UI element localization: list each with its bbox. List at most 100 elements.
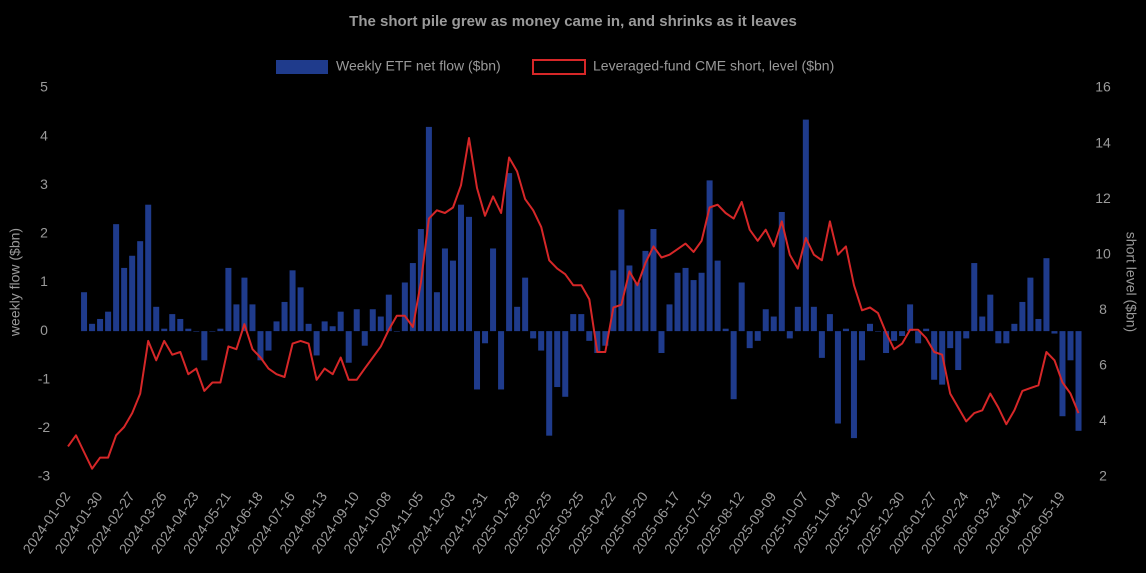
- y-tick-label: 0: [40, 322, 48, 338]
- bar: [105, 311, 112, 332]
- y2-tick-label: 2: [1099, 468, 1107, 484]
- bar: [770, 316, 777, 332]
- bar: [121, 267, 128, 332]
- bar: [449, 260, 456, 332]
- bar: [401, 282, 408, 332]
- bar: [810, 306, 817, 332]
- y2-tick-label: 8: [1099, 301, 1107, 317]
- bar: [361, 331, 368, 346]
- bar: [273, 321, 280, 332]
- bar: [570, 314, 577, 332]
- bar: [955, 331, 962, 371]
- bar: [891, 331, 898, 341]
- bar: [786, 331, 793, 339]
- bar: [169, 314, 176, 332]
- bar: [987, 294, 994, 332]
- bar: [177, 318, 184, 332]
- bar: [634, 282, 641, 332]
- bar: [586, 331, 593, 341]
- bar: [1051, 331, 1058, 334]
- bar: [883, 331, 890, 354]
- bar: [289, 270, 296, 332]
- bar: [490, 248, 497, 332]
- bar: [915, 331, 922, 344]
- bar: [313, 331, 320, 356]
- bar: [594, 331, 601, 354]
- bar: [602, 331, 609, 346]
- bar: [353, 309, 360, 332]
- bar: [995, 331, 1002, 344]
- y-tick-label: 3: [40, 176, 48, 192]
- bar: [393, 331, 400, 332]
- line: [67, 137, 1080, 470]
- bar: [113, 224, 120, 332]
- bar: [506, 173, 513, 332]
- bar: [337, 311, 344, 332]
- bar: [145, 204, 152, 332]
- bar: [457, 204, 464, 332]
- bar: [690, 280, 697, 332]
- bar: [947, 331, 954, 349]
- bar: [746, 331, 753, 349]
- bar: [265, 331, 272, 351]
- bar: [826, 314, 833, 332]
- bar: [1067, 331, 1074, 361]
- bar: [530, 331, 537, 339]
- bar: [129, 255, 136, 332]
- bar: [281, 301, 288, 332]
- y-tick-label: 2: [40, 225, 48, 241]
- y-tick-label: -2: [38, 419, 51, 435]
- bar: [722, 328, 729, 332]
- bar: [369, 309, 376, 332]
- bar: [514, 306, 521, 332]
- y2-tick-label: 14: [1095, 134, 1111, 150]
- bar: [305, 323, 312, 332]
- bar: [161, 328, 168, 332]
- bar: [818, 331, 825, 358]
- bar: [762, 309, 769, 332]
- y2-tick-label: 12: [1095, 190, 1111, 206]
- bar: [321, 321, 328, 332]
- chart-title: The short pile grew as money came in, an…: [349, 13, 797, 30]
- bar: [963, 331, 970, 339]
- bar: [137, 241, 144, 332]
- bar: [842, 328, 849, 332]
- y2-axis-title: short level ($bn): [1123, 232, 1139, 332]
- bar: [377, 316, 384, 332]
- bar: [650, 229, 657, 332]
- bar: [441, 248, 448, 332]
- bar: [1003, 331, 1010, 344]
- bar: [971, 263, 978, 332]
- bar: [1019, 301, 1026, 332]
- bar: [979, 316, 986, 332]
- bar: [193, 331, 200, 332]
- bar: [931, 331, 938, 380]
- bar: [778, 211, 785, 332]
- bar: [867, 323, 873, 332]
- bar: [626, 265, 633, 332]
- bar: [754, 331, 761, 341]
- bar: [618, 209, 625, 332]
- bar: [610, 270, 617, 332]
- legend-label: Leveraged-fund CME short, level ($bn): [593, 58, 834, 74]
- bar: [923, 328, 930, 332]
- bar: [714, 260, 721, 332]
- bar: [225, 267, 232, 332]
- bar: [89, 323, 96, 332]
- bar: [834, 331, 841, 424]
- bar: [97, 318, 104, 332]
- bar: [153, 306, 160, 332]
- legend-label: Weekly ETF net flow ($bn): [336, 58, 501, 74]
- bar: [858, 331, 865, 361]
- y2-tick-label: 6: [1099, 357, 1107, 373]
- bar: [706, 180, 713, 332]
- bar: [385, 294, 392, 332]
- bar: [802, 119, 809, 332]
- bar: [642, 250, 649, 332]
- y2-tick-label: 16: [1095, 79, 1111, 95]
- bar: [666, 304, 673, 332]
- bar: [546, 331, 553, 436]
- bar: [698, 272, 705, 332]
